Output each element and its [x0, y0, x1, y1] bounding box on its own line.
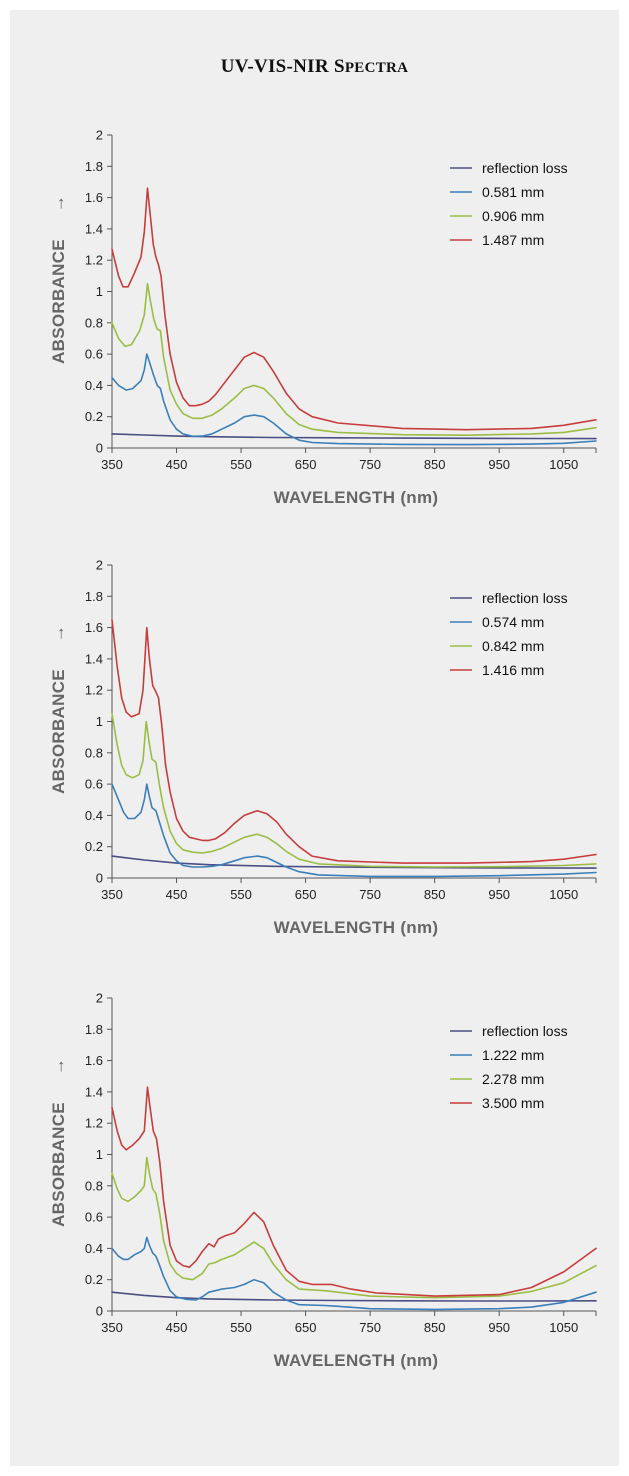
y-tick-label: 1.4: [85, 221, 103, 236]
y-tick-label: 0.4: [85, 1241, 103, 1256]
y-tick-label: 1.2: [85, 253, 103, 268]
y-axis-title-group: ABSORBANCE →: [49, 1058, 68, 1227]
x-tick-label: 450: [166, 887, 188, 902]
series-line-3-500-mm: [111, 1086, 597, 1297]
series-line-0-574-mm: [111, 783, 597, 878]
figure-title: UV-VIS-NIR SPECTRA: [0, 56, 629, 78]
y-tick-label: 2: [96, 991, 103, 1006]
x-tick-label: 650: [295, 1320, 317, 1335]
series-line-reflection-loss: [111, 1291, 597, 1302]
y-tick-label: 0: [96, 871, 103, 886]
y-axis-title: ABSORBANCE: [49, 1102, 68, 1227]
x-tick-label: 950: [488, 457, 510, 472]
y-axis-title: ABSORBANCE: [49, 669, 68, 794]
y-axis-title-group: ABSORBANCE →: [49, 195, 68, 364]
y-axis-arrow: →: [49, 195, 68, 212]
y-axis-arrow: →: [49, 625, 68, 642]
y-tick-label: 1.2: [85, 683, 103, 698]
x-tick-label: 850: [424, 1320, 446, 1335]
series-line-1-416-mm: [111, 619, 597, 864]
y-tick-label: 1.8: [85, 1022, 103, 1037]
legend-label: 1.222 mm: [482, 1047, 544, 1063]
y-tick-label: 1.4: [85, 651, 103, 666]
x-tick-label: 750: [359, 1320, 381, 1335]
y-tick-label: 0: [96, 1304, 103, 1319]
y-tick-label: 2: [96, 558, 103, 573]
y-tick-label: 1: [96, 1147, 103, 1162]
y-tick-label: 1: [96, 714, 103, 729]
x-tick-label: 350: [101, 1320, 123, 1335]
y-tick-label: 0.2: [85, 1272, 103, 1287]
spectra-chart-1: 0 0.2 0.4 0.6 0.8 1 1.2 1.4 1.6 1.8 2 350 450 550 650 7…: [49, 128, 597, 507]
figure-title-main: UV-VIS-NIR S: [220, 56, 345, 77]
y-axis-title: ABSORBANCE: [49, 239, 68, 364]
x-tick-label: 650: [295, 887, 317, 902]
x-tick-label: 850: [424, 457, 446, 472]
y-tick-label: 1.8: [85, 159, 103, 174]
series-line-reflection-loss: [111, 855, 597, 869]
series-line-reflection-loss: [111, 433, 597, 440]
x-tick-label: 350: [101, 457, 123, 472]
y-tick-label: 0.4: [85, 808, 103, 823]
x-tick-label: 550: [230, 1320, 252, 1335]
x-tick-label: 1050: [549, 457, 578, 472]
y-tick-label: 1.6: [85, 190, 103, 205]
y-tick-label: 0.2: [85, 839, 103, 854]
x-tick-label: 750: [359, 457, 381, 472]
x-tick-label: 450: [166, 457, 188, 472]
x-axis-title: WAVELENGTH (nm): [274, 918, 439, 937]
y-tick-label: 0.6: [85, 777, 103, 792]
series-line-0-842-mm: [111, 712, 597, 868]
legend-label: 2.278 mm: [482, 1071, 544, 1087]
x-tick-label: 1050: [549, 1320, 578, 1335]
legend-label: reflection loss: [482, 1023, 568, 1039]
spectra-chart-2: 0 0.2 0.4 0.6 0.8 1 1.2 1.4 1.6 1.8 2 350 450 550 650 7…: [49, 558, 597, 937]
legend-label: reflection loss: [482, 590, 568, 606]
y-tick-label: 1: [96, 284, 103, 299]
x-tick-label: 350: [101, 887, 123, 902]
y-tick-label: 0: [96, 441, 103, 456]
y-tick-label: 1.2: [85, 1116, 103, 1131]
legend-label: 0.574 mm: [482, 614, 544, 630]
y-tick-label: 0.4: [85, 378, 103, 393]
legend-label: 3.500 mm: [482, 1095, 544, 1111]
x-tick-label: 1050: [549, 887, 578, 902]
y-tick-label: 1.8: [85, 589, 103, 604]
y-tick-label: 0.8: [85, 1178, 103, 1193]
y-tick-label: 0.8: [85, 745, 103, 760]
series-line-2-278-mm: [111, 1156, 597, 1299]
x-tick-label: 950: [488, 887, 510, 902]
x-tick-label: 750: [359, 887, 381, 902]
y-tick-label: 0.8: [85, 315, 103, 330]
y-tick-label: 2: [96, 128, 103, 143]
y-tick-label: 0.6: [85, 1210, 103, 1225]
x-tick-label: 850: [424, 887, 446, 902]
x-axis-title: WAVELENGTH (nm): [274, 1351, 439, 1370]
spectra-chart-3: 0 0.2 0.4 0.6 0.8 1 1.2 1.4 1.6 1.8 2 350 450 550 650 7…: [49, 991, 597, 1370]
x-tick-label: 450: [166, 1320, 188, 1335]
x-axis-title: WAVELENGTH (nm): [274, 488, 439, 507]
y-tick-label: 0.2: [85, 409, 103, 424]
x-tick-label: 650: [295, 457, 317, 472]
series-line-0-581-mm: [111, 353, 597, 446]
y-axis-title-group: ABSORBANCE →: [49, 625, 68, 794]
x-tick-label: 950: [488, 1320, 510, 1335]
series-line-1-487-mm: [111, 187, 597, 431]
x-tick-label: 550: [230, 457, 252, 472]
series-line-1-222-mm: [111, 1236, 597, 1311]
figure-title-smallcaps: PECTRA: [344, 60, 409, 76]
legend-label: 0.842 mm: [482, 638, 544, 654]
legend-label: 1.416 mm: [482, 662, 544, 678]
legend-label: 1.487 mm: [482, 232, 544, 248]
y-tick-label: 1.6: [85, 1053, 103, 1068]
y-tick-label: 1.4: [85, 1084, 103, 1099]
legend-label: reflection loss: [482, 160, 568, 176]
y-axis-arrow: →: [49, 1058, 68, 1075]
y-tick-label: 0.6: [85, 347, 103, 362]
y-tick-label: 1.6: [85, 620, 103, 635]
legend-label: 0.906 mm: [482, 208, 544, 224]
x-tick-label: 550: [230, 887, 252, 902]
series-line-0-906-mm: [111, 282, 597, 436]
legend-label: 0.581 mm: [482, 184, 544, 200]
